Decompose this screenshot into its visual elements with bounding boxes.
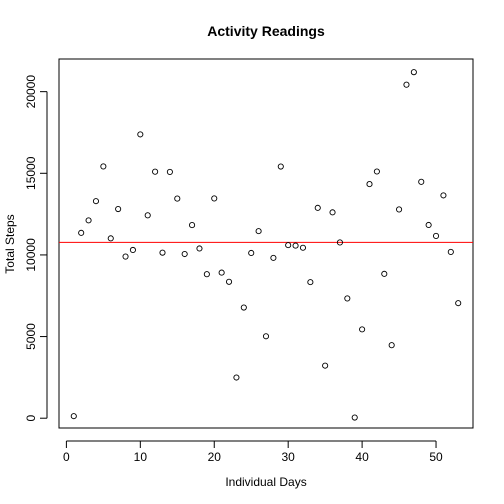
data-points bbox=[70, 69, 462, 421]
data-point bbox=[388, 342, 395, 349]
data-point bbox=[137, 131, 144, 138]
data-point bbox=[322, 362, 329, 369]
data-point bbox=[152, 168, 159, 175]
data-point bbox=[351, 414, 358, 421]
data-point bbox=[277, 163, 284, 170]
x-tick-label: 50 bbox=[429, 450, 443, 464]
x-tick-label: 40 bbox=[355, 450, 369, 464]
data-point bbox=[432, 232, 440, 240]
plot-area bbox=[58, 58, 474, 429]
x-tick-label: 20 bbox=[208, 450, 222, 464]
data-point bbox=[100, 163, 107, 170]
data-point bbox=[196, 245, 203, 252]
data-point bbox=[70, 413, 77, 420]
data-point bbox=[270, 254, 277, 261]
data-point bbox=[299, 244, 307, 251]
data-point bbox=[129, 246, 136, 254]
y-tick-label: 20000 bbox=[24, 75, 38, 109]
y-tick-label: 5000 bbox=[24, 323, 38, 350]
data-point bbox=[285, 242, 292, 249]
y-axis: 0 5000 10000 15000 20000 bbox=[24, 75, 48, 422]
data-point bbox=[455, 300, 462, 307]
data-point bbox=[144, 212, 151, 219]
data-point bbox=[211, 195, 218, 202]
data-point bbox=[292, 242, 299, 249]
data-point bbox=[396, 206, 403, 213]
y-tick-label: 10000 bbox=[24, 238, 38, 272]
data-point bbox=[233, 374, 240, 381]
data-point bbox=[248, 249, 255, 257]
data-point bbox=[166, 168, 173, 175]
data-point bbox=[344, 295, 351, 302]
data-point bbox=[359, 326, 366, 333]
data-point bbox=[92, 198, 100, 205]
data-point bbox=[425, 221, 432, 229]
x-tick-label: 10 bbox=[134, 450, 148, 464]
data-point bbox=[329, 209, 336, 216]
data-point bbox=[440, 192, 447, 199]
data-point bbox=[174, 195, 181, 202]
data-point bbox=[203, 271, 210, 278]
data-point bbox=[159, 249, 166, 256]
data-point bbox=[381, 270, 388, 277]
x-axis-label: Individual Days bbox=[225, 475, 306, 489]
data-point bbox=[418, 178, 425, 185]
x-axis: 0 10 20 30 40 50 bbox=[63, 440, 443, 464]
data-point bbox=[107, 235, 114, 242]
y-axis-label: Total Steps bbox=[3, 214, 17, 273]
y-tick-label: 15000 bbox=[24, 156, 38, 190]
data-point bbox=[373, 168, 380, 175]
data-point bbox=[122, 253, 129, 260]
data-point bbox=[410, 69, 417, 76]
data-point bbox=[181, 250, 188, 258]
data-point bbox=[85, 217, 92, 224]
data-point bbox=[240, 304, 247, 311]
plot-frame bbox=[58, 58, 474, 429]
x-tick-label: 30 bbox=[281, 450, 295, 464]
data-point bbox=[366, 181, 373, 188]
data-point bbox=[336, 239, 343, 246]
data-point bbox=[314, 204, 321, 211]
y-tick-label: 0 bbox=[24, 415, 38, 422]
data-point bbox=[255, 228, 262, 235]
data-point bbox=[218, 269, 225, 276]
x-tick-label: 0 bbox=[63, 450, 70, 464]
data-point bbox=[447, 248, 454, 255]
data-point bbox=[115, 205, 122, 213]
data-point bbox=[225, 278, 233, 285]
data-point bbox=[78, 229, 85, 236]
data-point bbox=[307, 279, 314, 286]
data-point bbox=[189, 222, 196, 229]
chart-title: Activity Readings bbox=[207, 23, 325, 39]
data-point bbox=[403, 81, 410, 88]
data-point bbox=[262, 333, 270, 340]
